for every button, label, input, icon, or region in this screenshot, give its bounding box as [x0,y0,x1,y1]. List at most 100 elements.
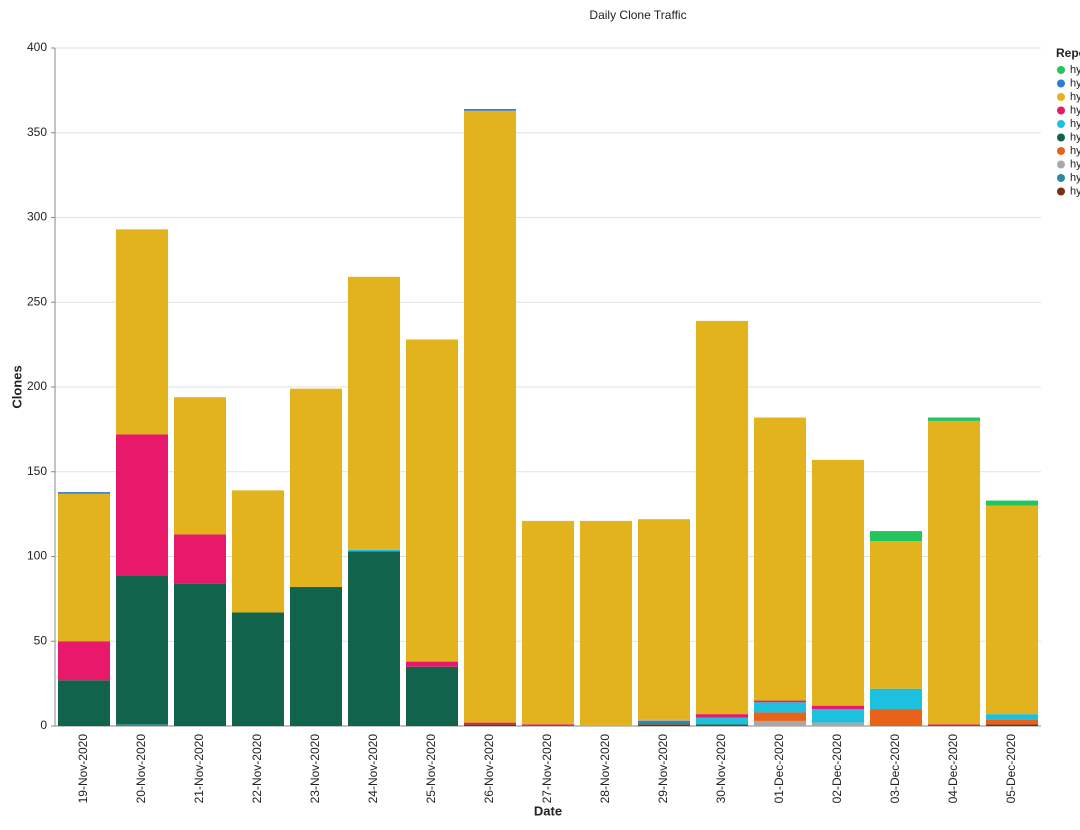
y-axis-title: Clones [9,365,24,408]
y-tick-label: 350 [27,125,47,139]
bar-segment [174,397,226,535]
legend-swatch [1057,133,1065,142]
bar-segment [522,724,574,726]
bar-segment [986,719,1038,725]
legend-swatch [1057,160,1065,169]
legend-swatch [1057,79,1065,88]
y-tick-label: 400 [27,40,47,54]
x-tick-label: 03-Dec-2020 [888,734,902,804]
x-tick-label: 25-Nov-2020 [424,734,438,804]
bar-segment [58,492,110,494]
bar-segment [696,724,748,726]
x-tick-label: 28-Nov-2020 [598,734,612,804]
x-tick-label: 21-Nov-2020 [192,734,206,804]
legend-label: hy [1070,91,1080,103]
bar-segment [928,420,980,725]
bar-segment [754,712,806,721]
bar-segment [464,722,516,725]
bar-segment [754,700,806,703]
bar-segment [754,720,806,726]
legend-swatch [1057,106,1065,115]
x-tick-label: 30-Nov-2020 [714,734,728,804]
y-tick-label: 300 [27,210,47,224]
bar-segment [232,490,284,613]
bar-segment [638,519,690,720]
x-tick-label: 29-Nov-2020 [656,734,670,804]
bar-segment [406,339,458,662]
bar-segment [812,705,864,710]
bar-segment [638,720,690,725]
legend-swatch [1057,66,1065,74]
bar-segment [812,459,864,706]
y-tick-label: 50 [34,633,48,647]
bar-segment [464,109,516,111]
x-tick-label: 26-Nov-2020 [482,734,496,804]
x-tick-label: 22-Nov-2020 [250,734,264,804]
chart-title: Daily Clone Traffic [589,8,686,22]
bar-segment [870,709,922,726]
legend-swatch [1057,187,1065,196]
x-tick-label: 02-Dec-2020 [830,734,844,804]
x-tick-label: 01-Dec-2020 [772,734,786,804]
y-tick-label: 100 [27,549,47,563]
bar-segment [464,110,516,723]
bar-segment [638,724,690,726]
legend-label: hy [1070,185,1080,197]
bar-segment [986,505,1038,715]
legend-swatch [1057,174,1065,182]
x-tick-label: 19-Nov-2020 [76,734,90,804]
bar-segment [116,229,168,435]
bar-segment [696,320,748,715]
bar-segment [580,520,632,726]
bar-segment [870,531,922,542]
x-tick-label: 04-Dec-2020 [946,734,960,804]
x-tick-label: 23-Nov-2020 [308,734,322,804]
bar-segment [754,702,806,713]
legend-label: hy [1070,158,1080,170]
bar-segment [290,388,342,588]
bar-segment [58,680,110,726]
legend-label: hy [1070,172,1080,184]
legend-label: hy [1070,104,1080,116]
bar-segment [174,583,226,726]
bar-segment [986,500,1038,506]
x-tick-label: 27-Nov-2020 [540,734,554,804]
bar-segment [812,722,864,726]
bar-segment [58,493,110,642]
bar-segment [522,520,574,725]
bar-segment [928,724,980,726]
bar-segment [348,551,400,726]
bar-segment [870,688,922,710]
legend-title: Repo [1056,46,1080,60]
legend-label: hy [1070,64,1080,76]
bar-segment [754,417,806,701]
bar-segment [348,549,400,552]
bar-segment [928,417,980,421]
y-tick-label: 150 [27,464,47,478]
x-tick-label: 20-Nov-2020 [134,734,148,804]
bar-segment [58,641,110,681]
bar-segment [986,724,1038,726]
x-axis-title: Date [534,803,562,818]
legend-swatch [1057,93,1065,101]
bar-segment [464,724,516,726]
bar-segment [116,434,168,576]
bar-segment [290,587,342,726]
legend-label: hy [1070,131,1080,143]
legend-swatch [1057,147,1065,155]
bar-segment [406,661,458,667]
bar-segment [232,612,284,726]
legend-label: hy [1070,118,1080,130]
bar-segment [986,714,1038,720]
y-tick-label: 200 [27,379,47,393]
y-tick-label: 250 [27,294,47,308]
x-tick-label: 05-Dec-2020 [1004,734,1018,804]
bar-segment [116,724,168,726]
bar-segment [406,666,458,726]
bar-segment [812,709,864,723]
bar-segment [174,534,226,584]
bar-segment [870,541,922,689]
legend-label: hy [1070,145,1080,157]
